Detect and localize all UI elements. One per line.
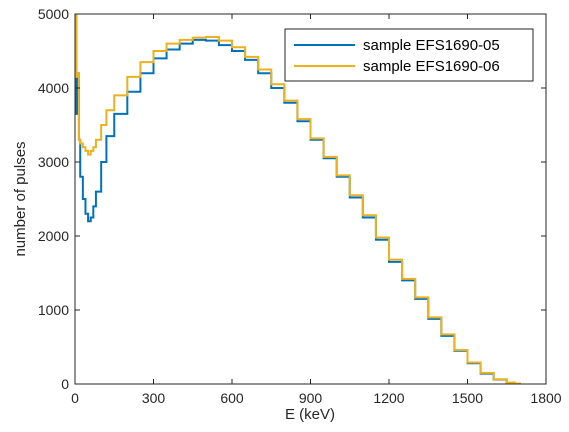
x-tick-label: 300	[142, 390, 166, 406]
x-tick-label: 600	[220, 390, 244, 406]
x-axis-ticks: 0 300 600 900 1200 1500 1800	[71, 14, 562, 406]
x-tick-label: 1500	[452, 390, 483, 406]
y-axis-label: number of pulses	[12, 141, 29, 256]
y-axis-ticks: 0 1000 2000 3000 4000 5000	[38, 6, 546, 392]
y-tick-label: 1000	[38, 302, 69, 318]
x-tick-label: 1800	[530, 390, 561, 406]
y-tick-label: 0	[61, 376, 69, 392]
x-axis-label: E (keV)	[285, 406, 335, 423]
y-tick-label: 5000	[38, 6, 69, 22]
y-tick-label: 4000	[38, 80, 69, 96]
legend-label-2: sample EFS1690-06	[363, 58, 500, 75]
x-tick-label: 900	[299, 390, 323, 406]
x-tick-label: 1200	[373, 390, 404, 406]
legend-label-1: sample EFS1690-05	[363, 37, 500, 54]
legend: sample EFS1690-05 sample EFS1690-06	[284, 28, 534, 82]
y-tick-label: 3000	[38, 154, 69, 170]
x-tick-label: 0	[71, 390, 79, 406]
legend-box	[284, 28, 534, 82]
series-line-2	[75, 14, 521, 384]
y-tick-label: 2000	[38, 228, 69, 244]
